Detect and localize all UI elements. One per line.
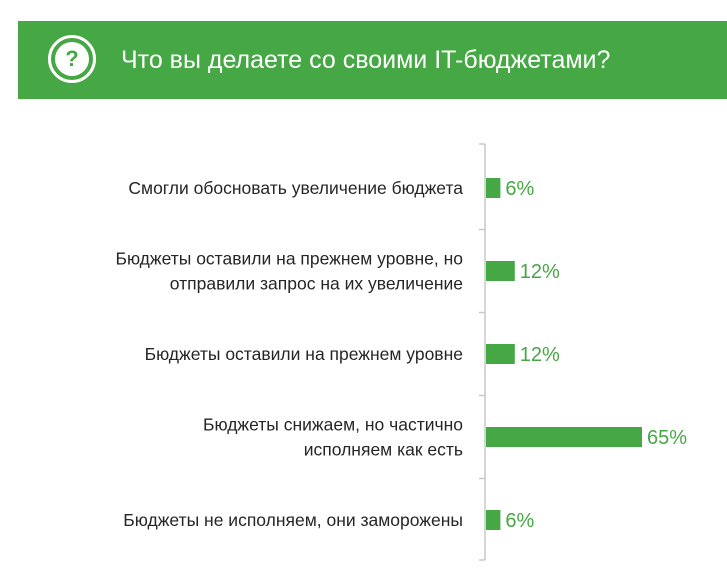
bar-3 — [486, 344, 515, 364]
question-icon: ? — [48, 35, 96, 83]
category-label-1: Смогли обосновать увеличение бюджета — [128, 178, 463, 198]
bar-2 — [486, 261, 515, 281]
value-label-3: 12% — [520, 344, 560, 366]
bar-4 — [486, 427, 642, 447]
category-label-2-line-2: отправили запрос на их увеличение — [170, 274, 463, 294]
question-banner: ? Что вы делаете со своими IT-бюджетами? — [18, 21, 727, 99]
category-label-5: Бюджеты не исполняем, они заморожены — [123, 510, 463, 530]
category-label-4-line-1: Бюджеты снижаем, но частично — [203, 415, 463, 435]
value-label-5: 6% — [505, 510, 534, 532]
category-label-3: Бюджеты оставили на прежнем уровне — [145, 344, 463, 364]
value-label-2: 12% — [520, 261, 560, 283]
bar-5 — [486, 510, 501, 530]
category-label-2-line-1: Бюджеты оставили на прежнем уровне, но — [115, 249, 463, 269]
svg-text:?: ? — [65, 46, 78, 71]
value-label-1: 6% — [505, 178, 534, 200]
chart-title: Что вы делаете со своими IT-бюджетами? — [121, 46, 611, 74]
value-label-4: 65% — [647, 427, 687, 449]
category-label-4-line-2: исполняем как есть — [304, 440, 463, 460]
bar-1 — [486, 178, 501, 198]
